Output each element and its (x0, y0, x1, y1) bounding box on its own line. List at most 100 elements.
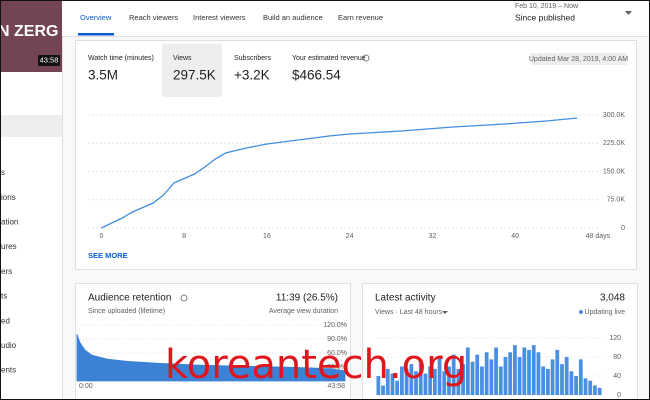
y-tick-label: 0 (617, 392, 621, 399)
date-range: Feb 10, 2019 – Now (515, 3, 579, 10)
bar (513, 345, 517, 395)
bar (400, 366, 404, 395)
card-summary: 11:39 (26.5%) (276, 293, 338, 304)
x-tick-label: 0 (99, 233, 103, 240)
tab[interactable]: Interest viewers (193, 13, 246, 22)
y-tick-label: 120 (609, 335, 621, 342)
active-tab-underline (78, 33, 114, 36)
thumbnail-duration: 43:58 (40, 55, 59, 64)
bar (423, 373, 428, 395)
sidebar-item[interactable]: s (1, 168, 5, 177)
bar (456, 368, 461, 395)
bar (395, 380, 400, 395)
sidebar-item[interactable]: ions (1, 193, 16, 202)
sidebar-item[interactable]: ation (1, 218, 18, 227)
updated-text: Updated Mar 28, 2019, 4:00 AM (529, 56, 628, 63)
bar (428, 366, 433, 395)
bar (461, 364, 465, 395)
metric-value: 297.5K (173, 68, 216, 83)
bar (385, 368, 390, 395)
bar (517, 357, 522, 395)
x-tick-label: 24 (346, 233, 354, 240)
bar (569, 371, 574, 395)
sidebar-item[interactable]: ers (1, 267, 12, 276)
metric-label[interactable]: Your estimated revenue (292, 55, 366, 62)
bar (470, 361, 475, 395)
bar (494, 347, 498, 395)
card-subtitle: Since uploaded (lifetime) (88, 308, 165, 315)
bar (404, 368, 409, 395)
bar (545, 368, 550, 395)
series-line (101, 117, 578, 229)
bar (527, 349, 531, 395)
sidebar-item[interactable]: udio (1, 341, 17, 350)
thumbnail-title: N ZERG (0, 23, 58, 40)
sidebar-item[interactable]: ents (1, 366, 16, 375)
bar (381, 385, 385, 395)
card-title: Audience retention (88, 293, 171, 304)
metric-label[interactable]: Views (173, 55, 192, 62)
bar (376, 376, 381, 395)
selected-metric (162, 44, 222, 97)
bar (437, 357, 442, 395)
bar (480, 366, 484, 395)
y-tick-label: 225.0K (603, 140, 626, 147)
metric-value: 3.5M (88, 68, 118, 83)
sidebar-item[interactable]: ts (1, 292, 7, 301)
sidebar-item[interactable]: ed (1, 316, 10, 325)
bar (597, 387, 602, 395)
y-tick-label: 60.0% (327, 350, 347, 357)
retention-area (76, 334, 346, 382)
bar (531, 345, 536, 395)
metric-value: +3.2K (234, 68, 270, 83)
tab[interactable]: Build an audience (263, 13, 323, 22)
bar (447, 366, 451, 395)
y-tick-label: 30.0% (327, 364, 347, 371)
y-tick-label: 150.0K (603, 168, 626, 175)
card-subtitle[interactable]: Views · Last 48 hours (375, 309, 443, 316)
x-tick-label: 0:00 (79, 383, 93, 390)
bar (451, 354, 456, 395)
date-range-label[interactable]: Since published (515, 12, 575, 22)
see-more[interactable]: SEE MORE (88, 251, 128, 260)
metric-label[interactable]: Watch time (minutes) (88, 55, 154, 62)
bar (432, 368, 437, 395)
x-tick-label: 43:58 (327, 383, 345, 390)
card-title: Latest activity (375, 293, 436, 304)
subtitle-caret[interactable] (442, 311, 448, 314)
info-icon[interactable] (362, 54, 370, 62)
dropdown-arrow[interactable] (625, 11, 632, 15)
updated-badge (530, 53, 627, 65)
legend-dot (579, 310, 583, 314)
bar (560, 364, 564, 395)
bar (541, 366, 546, 395)
legend-label: Updating live (585, 309, 626, 316)
y-tick-label: 90.0% (327, 336, 347, 343)
y-tick-label: 0 (621, 225, 625, 232)
bar (555, 349, 560, 395)
help-icon[interactable] (180, 294, 188, 302)
tab-bar (62, 0, 650, 36)
bar (503, 357, 508, 395)
bar (409, 364, 414, 395)
metric-label[interactable]: Subscribers (234, 55, 271, 62)
bar (536, 352, 541, 395)
x-tick-label: 8 (182, 233, 186, 240)
bar (564, 357, 569, 395)
bar (588, 380, 593, 395)
bar (550, 359, 555, 395)
bar (418, 361, 423, 395)
card-summary: 3,048 (600, 293, 625, 304)
tab[interactable]: Reach viewers (129, 13, 178, 22)
bar (442, 371, 447, 395)
x-tick-label: 40 (511, 233, 519, 240)
y-tick-label: 120.0% (323, 322, 347, 329)
tab[interactable]: Earn revenue (338, 13, 383, 22)
bar (390, 373, 395, 395)
sidebar-item[interactable]: ures (1, 242, 17, 251)
bar (498, 366, 503, 395)
tab[interactable]: Overview (80, 13, 112, 22)
bar (489, 359, 494, 395)
overview-card (75, 40, 637, 270)
